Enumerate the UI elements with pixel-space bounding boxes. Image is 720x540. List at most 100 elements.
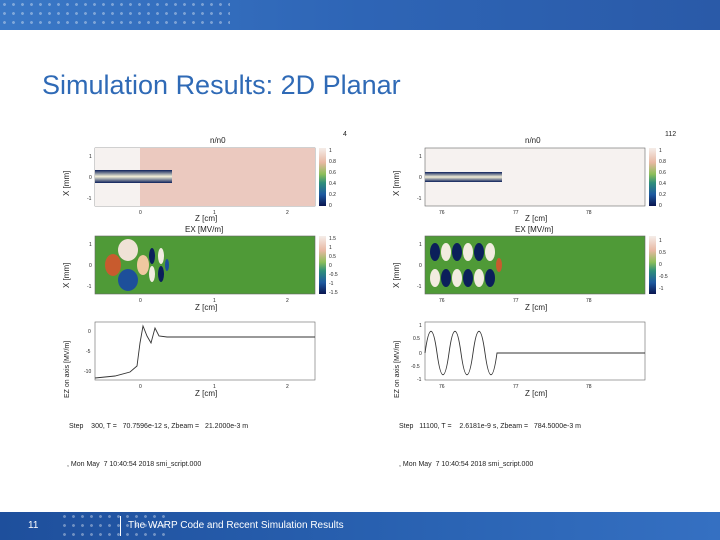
x-tick: 78 bbox=[586, 210, 592, 216]
y-tick: 0 bbox=[89, 263, 92, 269]
density-colorbar bbox=[649, 148, 656, 206]
field-colorbar bbox=[319, 236, 326, 294]
y-tick: 1 bbox=[419, 323, 422, 329]
cbar-tick: 1 bbox=[659, 238, 662, 244]
x-axis-label: Z [cm] bbox=[195, 214, 217, 223]
wakefield-pattern bbox=[430, 243, 502, 287]
cbar-tick: 0.5 bbox=[329, 254, 336, 260]
x-tick: 2 bbox=[286, 384, 289, 390]
cbar-tick: -1.5 bbox=[329, 290, 338, 296]
slide-title: Simulation Results: 2D Planar bbox=[42, 70, 401, 100]
x-tick: 77 bbox=[513, 210, 519, 216]
cbar-tick: 0 bbox=[659, 262, 662, 268]
cbar-tick: -1 bbox=[659, 286, 664, 292]
simulation-plot-left: n/n0 4 1 0.8 0.6 0.4 0.2 0 1 0 -1 0 1 2 … bbox=[55, 128, 385, 473]
corner-label: 4 bbox=[343, 131, 347, 138]
cbar-tick: -1 bbox=[329, 281, 334, 287]
corner-label: 112 bbox=[665, 131, 676, 138]
x-tick: 77 bbox=[513, 298, 519, 304]
y-axis-label: X [mm] bbox=[392, 171, 401, 196]
cbar-tick: -0.5 bbox=[659, 274, 668, 280]
x-tick: 0 bbox=[139, 384, 142, 390]
page-number: 11 bbox=[28, 520, 39, 531]
x-tick: 76 bbox=[439, 384, 445, 390]
x-tick: 0 bbox=[139, 210, 142, 216]
density-colorbar bbox=[319, 148, 326, 206]
cbar-tick: 0.8 bbox=[329, 159, 336, 165]
y-axis-label: X [mm] bbox=[392, 263, 401, 288]
header-band bbox=[0, 0, 720, 30]
y-axis-label: EZ on axis [MV/m] bbox=[64, 341, 71, 398]
y-axis-label: X [mm] bbox=[62, 263, 71, 288]
y-tick: -0.5 bbox=[411, 364, 420, 370]
y-tick: 0 bbox=[419, 351, 422, 357]
cbar-tick: 0.6 bbox=[329, 170, 336, 176]
y-tick: -1 bbox=[417, 196, 422, 202]
cbar-tick: 0.5 bbox=[659, 250, 666, 256]
cbar-tick: 1 bbox=[659, 148, 662, 154]
cbar-tick: 0 bbox=[659, 203, 662, 209]
cbar-tick: 0.6 bbox=[659, 170, 666, 176]
cbar-tick: 1.5 bbox=[329, 236, 336, 242]
field-map bbox=[424, 235, 646, 295]
x-axis-label: Z [cm] bbox=[525, 214, 547, 223]
x-tick: 2 bbox=[286, 210, 289, 216]
beam-density bbox=[425, 172, 502, 182]
y-tick: -5 bbox=[86, 349, 91, 355]
y-tick: -1 bbox=[417, 377, 422, 383]
x-tick: 78 bbox=[586, 384, 592, 390]
y-tick: 0 bbox=[89, 175, 92, 181]
cbar-tick: 0 bbox=[329, 263, 332, 269]
y-tick: 0 bbox=[88, 329, 91, 335]
y-tick: -1 bbox=[87, 196, 92, 202]
dot-pattern bbox=[0, 0, 230, 30]
run-info: , Mon May 7 10:40:54 2018 smi_script.000 bbox=[399, 461, 533, 468]
cbar-tick: -0.5 bbox=[329, 272, 338, 278]
x-tick: 78 bbox=[586, 298, 592, 304]
field-title: EX [MV/m] bbox=[185, 225, 223, 234]
x-tick: 1 bbox=[213, 298, 216, 304]
footer-band: 11 The WARP Code and Recent Simulation R… bbox=[0, 512, 720, 540]
cbar-tick: 0.2 bbox=[329, 192, 336, 198]
y-tick: -1 bbox=[417, 284, 422, 290]
step-info: Step 300, T = 70.7596e-12 s, Zbeam = 21.… bbox=[69, 423, 248, 430]
field-title: EX [MV/m] bbox=[515, 225, 553, 234]
footer-divider bbox=[120, 516, 121, 536]
ez-lineout-curve bbox=[94, 324, 315, 379]
y-tick: 1 bbox=[89, 242, 92, 248]
x-tick: 1 bbox=[213, 384, 216, 390]
y-tick: 0.5 bbox=[413, 336, 420, 342]
cbar-tick: 0.8 bbox=[659, 159, 666, 165]
y-tick: 1 bbox=[89, 154, 92, 160]
y-tick: 0 bbox=[419, 263, 422, 269]
y-tick: -1 bbox=[87, 284, 92, 290]
y-tick: 0 bbox=[419, 175, 422, 181]
field-colorbar bbox=[649, 236, 656, 294]
cbar-tick: 1 bbox=[329, 245, 332, 251]
x-tick: 0 bbox=[139, 298, 142, 304]
x-tick: 76 bbox=[439, 298, 445, 304]
cbar-tick: 0 bbox=[329, 203, 332, 209]
x-tick: 1 bbox=[213, 210, 216, 216]
dot-pattern bbox=[60, 512, 170, 540]
y-tick: -10 bbox=[84, 369, 91, 375]
x-tick: 76 bbox=[439, 210, 445, 216]
x-axis-label: Z [cm] bbox=[525, 303, 547, 312]
x-axis-label: Z [cm] bbox=[195, 389, 217, 398]
footer-text: The WARP Code and Recent Simulation Resu… bbox=[128, 520, 344, 531]
cbar-tick: 0.4 bbox=[329, 181, 336, 187]
lineout-frame bbox=[94, 321, 316, 381]
ez-lineout-curve bbox=[424, 330, 645, 376]
y-axis-label: X [mm] bbox=[62, 171, 71, 196]
x-axis-label: Z [cm] bbox=[525, 389, 547, 398]
cbar-tick: 0.4 bbox=[659, 181, 666, 187]
density-title: n/n0 bbox=[210, 136, 226, 145]
density-title: n/n0 bbox=[525, 136, 541, 145]
lineout-frame bbox=[424, 321, 646, 381]
wakefield-pattern bbox=[105, 239, 169, 291]
y-tick: 1 bbox=[419, 154, 422, 160]
cbar-tick: 1 bbox=[329, 148, 332, 154]
y-axis-label: EZ on axis [MV/m] bbox=[394, 341, 401, 398]
y-tick: 1 bbox=[419, 242, 422, 248]
x-axis-label: Z [cm] bbox=[195, 303, 217, 312]
